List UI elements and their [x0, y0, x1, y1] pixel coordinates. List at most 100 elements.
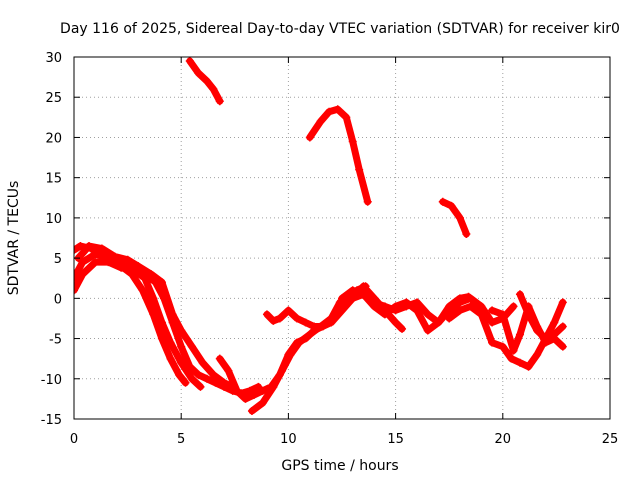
y-tick-label: 25	[45, 91, 62, 106]
data-point-marker	[138, 286, 147, 295]
data-point-marker	[258, 398, 267, 407]
data-point-marker	[438, 197, 447, 206]
data-point-marker	[97, 244, 106, 253]
data-point-marker	[515, 330, 524, 339]
data-point-marker	[363, 197, 372, 206]
data-point-marker	[524, 310, 533, 319]
data-point-marker	[348, 294, 357, 303]
data-point-marker	[74, 246, 78, 255]
data-point-marker	[258, 386, 267, 395]
data-point-marker	[85, 242, 94, 251]
data-point-marker	[498, 310, 507, 319]
y-tick-label: 30	[45, 51, 62, 66]
data-point-marker	[202, 77, 211, 86]
x-tick-label: 5	[177, 432, 185, 447]
series-track-m	[306, 105, 372, 206]
data-point-marker	[181, 378, 190, 387]
data-point-marker	[123, 255, 132, 264]
data-point-marker	[194, 370, 203, 379]
plot-area	[74, 57, 567, 415]
data-point-marker	[209, 370, 218, 379]
data-point-marker	[359, 290, 368, 299]
data-point-marker	[466, 294, 475, 303]
chart-title: Day 116 of 2025, Sidereal Day-to-day VTE…	[60, 21, 620, 37]
y-tick-label: 5	[54, 252, 62, 267]
data-point-marker	[157, 334, 166, 343]
data-point-marker	[524, 362, 533, 371]
data-point-marker	[541, 334, 550, 343]
data-point-marker	[91, 250, 100, 259]
data-point-marker	[515, 358, 524, 367]
data-point-marker	[533, 326, 542, 335]
data-point-marker	[250, 390, 259, 399]
data-point-marker	[509, 302, 518, 311]
data-point-marker	[247, 406, 256, 415]
data-point-marker	[177, 326, 186, 335]
data-point-marker	[558, 342, 567, 351]
data-point-marker	[149, 294, 158, 303]
y-tick-label: 15	[45, 172, 62, 187]
series-track-g	[263, 290, 472, 330]
data-point-marker	[196, 382, 205, 391]
data-point-marker	[402, 298, 411, 307]
data-point-marker	[166, 338, 175, 347]
data-point-marker	[269, 382, 278, 391]
data-point-marker	[434, 318, 443, 327]
data-point-marker	[391, 318, 400, 327]
y-tick-label: -15	[41, 413, 62, 428]
series-track-b	[74, 250, 189, 387]
data-point-marker	[110, 252, 119, 261]
data-point-marker	[194, 69, 203, 78]
data-point-marker	[488, 338, 497, 347]
data-point-marker	[74, 286, 78, 295]
data-point-marker	[488, 306, 497, 315]
data-point-marker	[398, 324, 407, 333]
data-point-marker	[380, 310, 389, 319]
data-point-marker	[224, 366, 233, 375]
y-tick-label: -5	[49, 333, 62, 348]
y-tick-label: 10	[45, 212, 62, 227]
data-point-marker	[348, 286, 357, 295]
data-point-marker	[76, 242, 85, 251]
data-point-marker	[413, 306, 422, 315]
data-point-marker	[157, 318, 166, 327]
data-point-marker	[275, 314, 284, 323]
data-point-marker	[284, 306, 293, 315]
data-point-marker	[355, 165, 364, 174]
x-tick-label: 20	[495, 432, 512, 447]
data-point-marker	[455, 213, 464, 222]
data-point-marker	[187, 342, 196, 351]
data-point-marker	[277, 366, 286, 375]
data-point-marker	[455, 306, 464, 315]
data-point-marker	[198, 358, 207, 367]
data-point-marker	[78, 258, 87, 267]
data-point-marker	[209, 85, 218, 94]
data-point-marker	[327, 314, 336, 323]
data-point-marker	[295, 338, 304, 347]
data-point-marker	[507, 354, 516, 363]
x-axis-label: GPS time / hours	[281, 458, 398, 474]
data-point-marker	[342, 113, 351, 122]
data-point-marker	[445, 314, 454, 323]
data-point-marker	[175, 370, 184, 379]
x-tick-label: 0	[70, 432, 78, 447]
data-point-marker	[447, 201, 456, 210]
data-point-marker	[550, 334, 559, 343]
data-point-marker	[177, 358, 186, 367]
data-point-marker	[310, 322, 319, 331]
data-point-marker	[104, 258, 113, 267]
data-point-marker	[301, 318, 310, 327]
data-point-marker	[316, 117, 325, 126]
data-point-marker	[455, 298, 464, 307]
data-point-marker	[498, 342, 507, 351]
y-axis-label: SDTVAR / TECUs	[6, 181, 22, 296]
data-point-marker	[177, 342, 186, 351]
data-point-marker	[391, 302, 400, 311]
data-point-marker	[348, 137, 357, 146]
data-point-marker	[168, 310, 177, 319]
data-point-marker	[241, 394, 250, 403]
data-point-marker	[140, 274, 149, 283]
data-point-marker	[558, 322, 567, 331]
data-point-marker	[185, 57, 194, 66]
